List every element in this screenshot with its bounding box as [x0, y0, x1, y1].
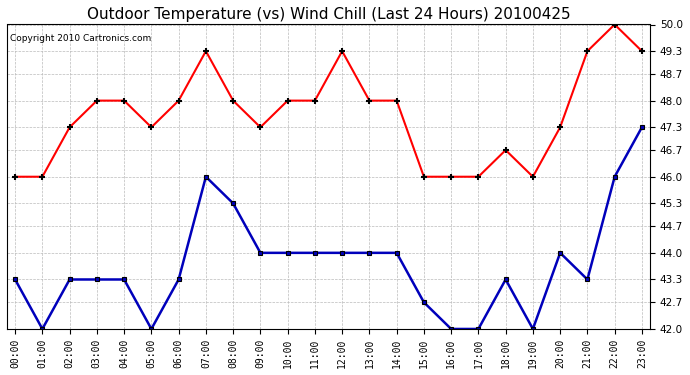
- Text: Copyright 2010 Cartronics.com: Copyright 2010 Cartronics.com: [10, 34, 151, 43]
- Title: Outdoor Temperature (vs) Wind Chill (Last 24 Hours) 20100425: Outdoor Temperature (vs) Wind Chill (Las…: [87, 7, 571, 22]
